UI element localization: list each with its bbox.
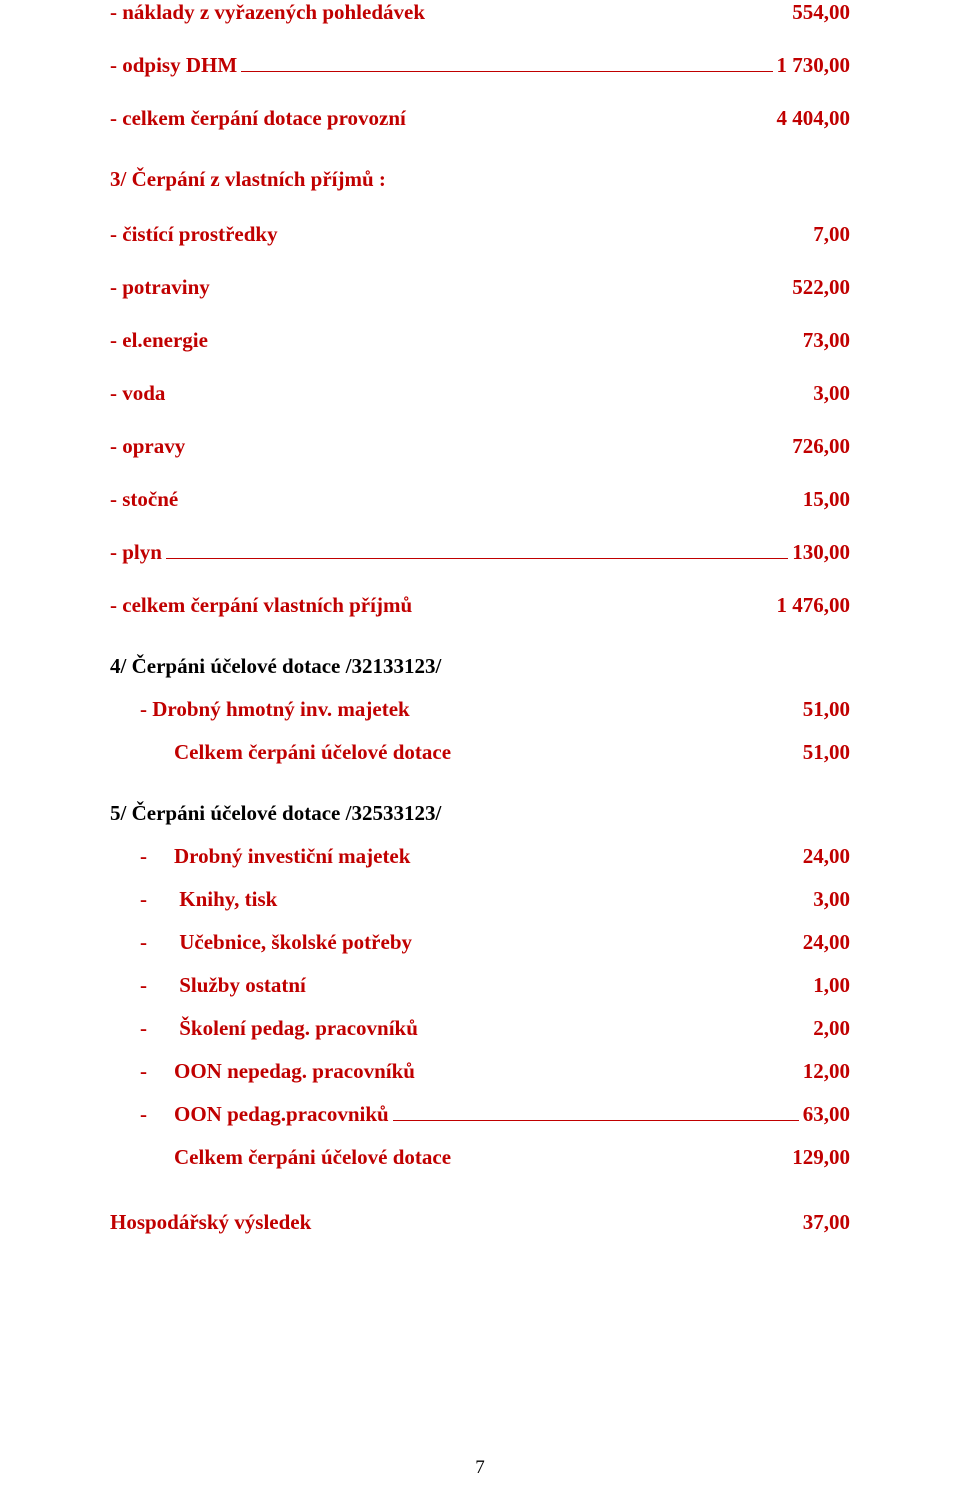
underline-filler [166,540,788,559]
bullet-dash: - [140,1059,174,1084]
line-value: 73,00 [750,328,850,353]
line-value: 1,00 [750,973,850,998]
line-label: - Učebnice, školské potřeby [140,930,750,955]
line-label-text: Školení pedag. pracovníků [174,1016,418,1040]
line-value: 51,00 [750,697,850,722]
line-item: - opravy726,00 [110,434,850,459]
line-value: 15,00 [750,487,850,512]
line-item: - náklady z vyřazených pohledávek554,00 [110,0,850,25]
line-label: - potraviny [110,275,750,300]
line-item: - potraviny522,00 [110,275,850,300]
line-value: 2,00 [750,1016,850,1041]
line-item: - stočné15,00 [110,487,850,512]
line-label: - el.energie [110,328,750,353]
line-value: 24,00 [750,930,850,955]
line-item: - Drobný hmotný inv. majetek51,00 [110,697,850,722]
line-value: 1 730,00 [777,53,851,78]
bullet-dash: - [140,930,174,955]
line-value: 63,00 [803,1102,850,1127]
line-item: - Školení pedag. pracovníků2,00 [110,1016,850,1041]
line-label: - plyn [110,540,162,565]
line-value: 3,00 [750,887,850,912]
line-value: 726,00 [750,434,850,459]
line-item: - el.energie73,00 [110,328,850,353]
line-label: Celkem čerpáni účelové dotace [174,1145,750,1170]
underline-filler [393,1102,799,1121]
section-heading: 5/ Čerpáni účelové dotace /32533123/ [110,801,850,826]
line-value: 1 476,00 [750,593,850,618]
underline-filler [241,53,772,72]
line-label: - čistící prostředky [110,222,750,247]
line-value: 554,00 [750,0,850,25]
section-heading: 4/ Čerpáni účelové dotace /32133123/ [110,654,850,679]
line-label-text: OON nepedag. pracovníků [174,1059,415,1083]
line-label: -OON nepedag. pracovníků [140,1059,750,1084]
line-value: 12,00 [750,1059,850,1084]
line-label: - opravy [110,434,750,459]
line-item: Celkem čerpáni účelové dotace129,00 [110,1145,850,1170]
line-item: -OON nepedag. pracovníků12,00 [110,1059,850,1084]
line-item: - čistící prostředky7,00 [110,222,850,247]
line-label: - náklady z vyřazených pohledávek [110,0,750,25]
line-item: -OON pedag.pracovniků 63,00 [110,1102,850,1127]
line-value: 7,00 [750,222,850,247]
line-label-text: Služby ostatní [174,973,306,997]
line-item: - voda3,00 [110,381,850,406]
line-label: - celkem čerpání dotace provozní [110,106,750,131]
line-value: 522,00 [750,275,850,300]
line-label: - Školení pedag. pracovníků [140,1016,750,1041]
line-value: 130,00 [792,540,850,565]
line-value: 37,00 [750,1210,850,1235]
line-item: - celkem čerpání vlastních příjmů1 476,0… [110,593,850,618]
line-label: - celkem čerpání vlastních příjmů [110,593,750,618]
line-label: - Drobný hmotný inv. majetek [140,697,750,722]
line-label: - Služby ostatní [140,973,750,998]
bullet-dash: - [140,1016,174,1041]
line-value: 3,00 [750,381,850,406]
line-item: - plyn 130,00 [110,540,850,565]
line-label-text: Knihy, tisk [174,887,277,911]
section-heading: 3/ Čerpání z vlastních příjmů : [110,167,850,192]
line-label: Hospodářský výsledek [110,1210,750,1235]
bullet-dash: - [140,973,174,998]
bullet-dash: - [140,1102,174,1127]
line-item: - Služby ostatní1,00 [110,973,850,998]
line-item: - Učebnice, školské potřeby24,00 [110,930,850,955]
line-label: OON pedag.pracovniků [174,1102,389,1127]
line-value: 24,00 [750,844,850,869]
line-value: 4 404,00 [750,106,850,131]
line-item: - Knihy, tisk3,00 [110,887,850,912]
line-label: Celkem čerpáni účelové dotace [174,740,750,765]
page-number: 7 [475,1457,485,1479]
line-label-text: Učebnice, školské potřeby [174,930,412,954]
line-item: - celkem čerpání dotace provozní4 404,00 [110,106,850,131]
line-label: - Knihy, tisk [140,887,750,912]
line-label: - odpisy DHM [110,53,237,78]
line-item: Celkem čerpáni účelové dotace51,00 [110,740,850,765]
bullet-dash: - [140,887,174,912]
line-value: 51,00 [750,740,850,765]
line-item: -Drobný investiční majetek24,00 [110,844,850,869]
line-label: -Drobný investiční majetek [140,844,750,869]
line-label: - voda [110,381,750,406]
line-item: - odpisy DHM 1 730,00 [110,53,850,78]
line-item: Hospodářský výsledek37,00 [110,1210,850,1235]
line-label: - stočné [110,487,750,512]
line-label-text: Drobný investiční majetek [174,844,410,868]
bullet-dash: - [140,844,174,869]
line-value: 129,00 [750,1145,850,1170]
